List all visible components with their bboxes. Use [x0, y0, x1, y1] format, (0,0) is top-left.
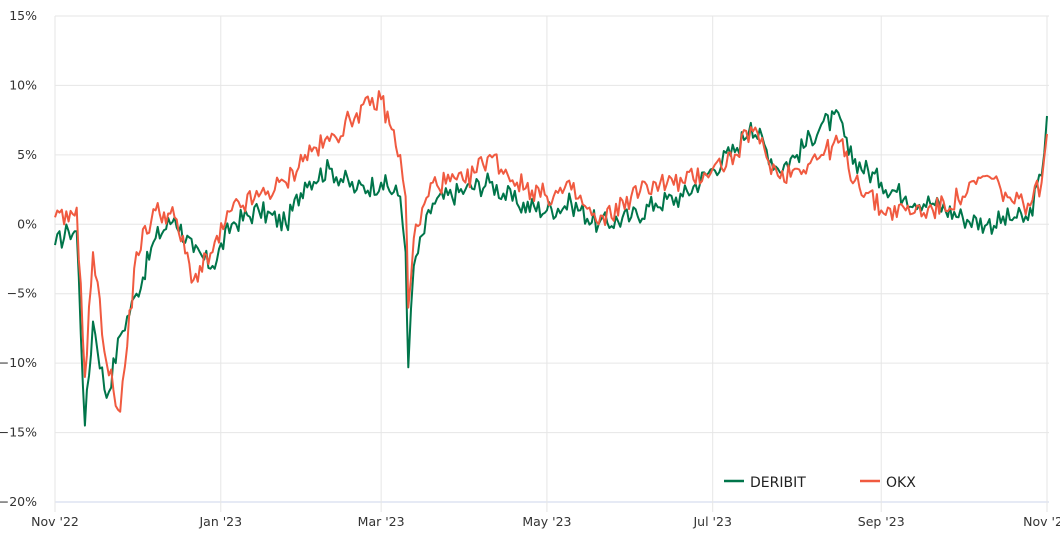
x-tick-label: Nov '22 [31, 514, 79, 529]
x-tick-label: Nov '23 [1023, 514, 1060, 529]
y-tick-label: −10% [0, 355, 37, 370]
legend-item-deribit[interactable]: DERIBIT [724, 475, 806, 491]
y-tick-label: −15% [0, 425, 37, 440]
legend: DERIBIT OKX [724, 475, 916, 491]
y-tick-label: 0% [17, 216, 37, 231]
series-line-okx[interactable] [54, 90, 1048, 413]
legend-label-deribit: DERIBIT [750, 475, 806, 491]
y-tick-label: 5% [17, 147, 37, 162]
y-axis-labels: 15% 10% 5% 0% −5% −10% −15% −20% [0, 8, 37, 509]
series-lines [54, 90, 1048, 427]
y-tick-label: 10% [9, 77, 37, 92]
series-line-deribit[interactable] [54, 109, 1048, 427]
x-tick-label: Mar '23 [358, 514, 405, 529]
x-tick-label: Jul '23 [693, 514, 732, 529]
y-tick-label: 15% [9, 8, 37, 23]
x-axis-labels: Nov '22 Jan '23 Mar '23 May '23 Jul '23 Sep '… [31, 514, 1060, 529]
x-tick-label: Jan '23 [198, 514, 242, 529]
gridlines [54, 15, 1049, 512]
x-tick-label: May '23 [522, 514, 571, 529]
y-tick-label: −5% [7, 286, 37, 301]
x-tick-label: Sep '23 [858, 514, 905, 529]
legend-label-okx: OKX [886, 475, 916, 491]
y-tick-label: −20% [0, 494, 37, 509]
legend-item-okx[interactable]: OKX [860, 475, 916, 491]
